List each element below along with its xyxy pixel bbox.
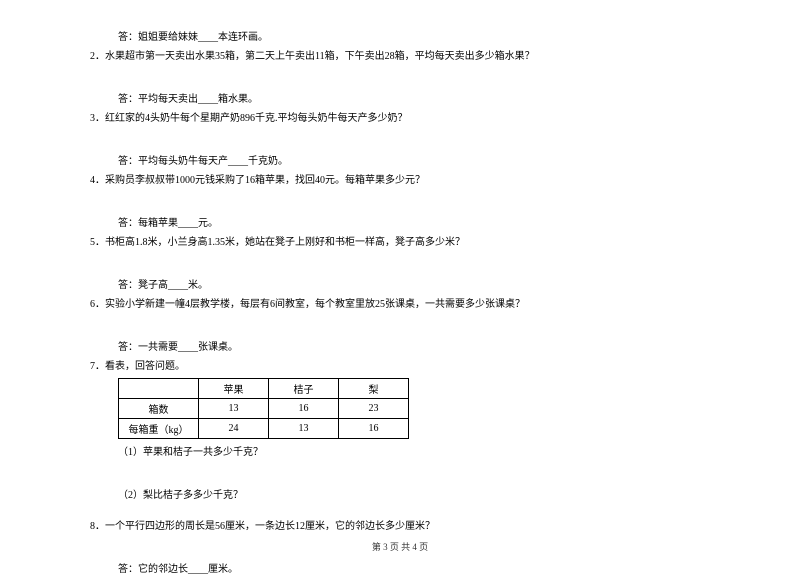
table-row: 每箱重（kg） 24 13 16 [119, 419, 409, 439]
table-row: 苹果 桔子 梨 [119, 379, 409, 399]
page-footer: 第 3 页 共 4 页 [0, 540, 800, 553]
q2-answer: 答：平均每天卖出____箱水果。 [90, 92, 710, 107]
q4-answer: 答：每箱苹果____元。 [90, 216, 710, 231]
q6-text: 6．实验小学新建一幢4层教学楼，每层有6间教室，每个教室里放25张课桌，一共需要… [90, 297, 710, 312]
table-cell: 箱数 [119, 399, 199, 419]
table-cell: 24 [199, 419, 269, 439]
table-cell: 每箱重（kg） [119, 419, 199, 439]
q7-sub1: （1）苹果和桔子一共多少千克？ [90, 445, 710, 460]
table-cell [119, 379, 199, 399]
q5-answer: 答：凳子高____米。 [90, 278, 710, 293]
q5-text: 5．书柜高1.8米，小兰身高1.35米，她站在凳子上刚好和书柜一样高，凳子高多少… [90, 235, 710, 250]
q8-text: 8．一个平行四边形的周长是56厘米，一条边长12厘米，它的邻边长多少厘米？ [90, 519, 710, 534]
table-cell: 13 [269, 419, 339, 439]
table-row: 箱数 13 16 23 [119, 399, 409, 419]
q7-sub2: （2）梨比桔子多多少千克？ [90, 488, 710, 503]
table-cell: 梨 [339, 379, 409, 399]
table-cell: 苹果 [199, 379, 269, 399]
q7-text: 7．看表，回答问题。 [90, 359, 710, 374]
table-cell: 13 [199, 399, 269, 419]
q3-answer: 答：平均每头奶牛每天产____千克奶。 [90, 154, 710, 169]
table-cell: 23 [339, 399, 409, 419]
table-cell: 16 [269, 399, 339, 419]
q1-answer: 答：姐姐要给妹妹____本连环画。 [90, 30, 710, 45]
table-cell: 16 [339, 419, 409, 439]
data-table: 苹果 桔子 梨 箱数 13 16 23 每箱重（kg） 24 13 16 [118, 378, 409, 439]
q3-text: 3．红红家的4头奶牛每个星期产奶896千克.平均每头奶牛每天产多少奶？ [90, 111, 710, 126]
q6-answer: 答：一共需要____张课桌。 [90, 340, 710, 355]
q8-answer: 答：它的邻边长____厘米。 [90, 562, 710, 577]
table-cell: 桔子 [269, 379, 339, 399]
q4-text: 4．采购员李叔叔带1000元钱采购了16箱苹果，找回40元。每箱苹果多少元？ [90, 173, 710, 188]
q2-text: 2．水果超市第一天卖出水果35箱，第二天上午卖出11箱，下午卖出28箱，平均每天… [90, 49, 710, 64]
